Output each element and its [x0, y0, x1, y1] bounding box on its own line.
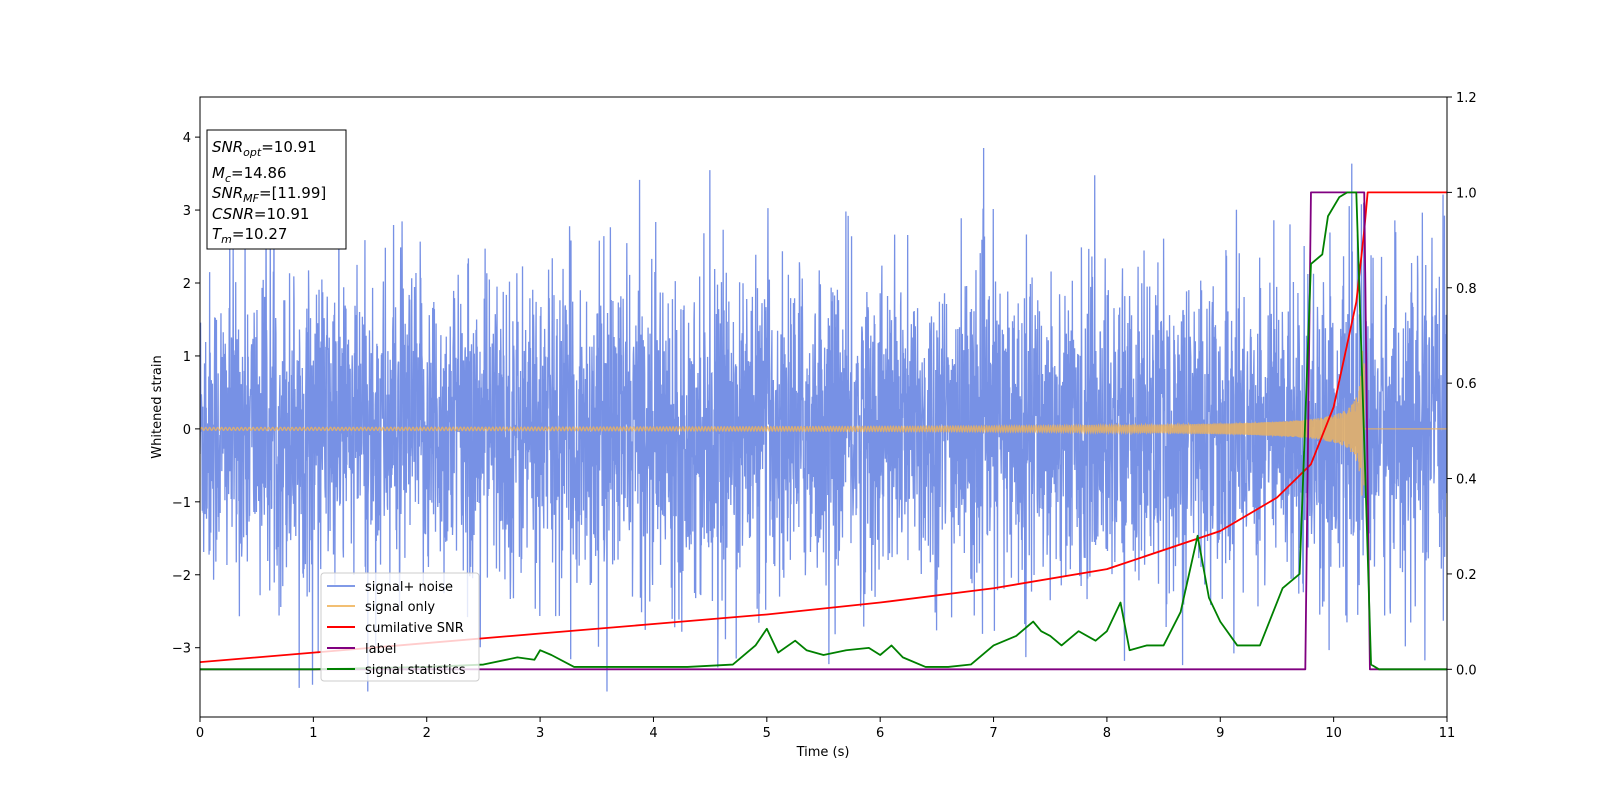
y-left-tick-label: −3 [172, 642, 191, 657]
legend-item-label: label [327, 642, 396, 657]
x-tick-label: 9 [1216, 726, 1224, 741]
x-axis: 0 1 2 3 4 5 6 7 8 9 10 11 [196, 717, 1455, 741]
y-right-tick-label: 0.2 [1456, 568, 1477, 583]
y-axis-label: Whitened strain [150, 355, 165, 458]
info-line: Mc=14.86 [212, 164, 287, 185]
y-right-tick-label: 0.0 [1456, 663, 1477, 678]
legend: signal+ noise signal only cumilative SNR la… [320, 572, 480, 682]
y-left-tick-label: 3 [183, 204, 191, 219]
y-left-tick-label: 1 [183, 350, 191, 365]
legend-label: label [365, 642, 396, 657]
x-tick-label: 7 [989, 726, 997, 741]
y-axis-left: −3 −2 −1 0 1 2 3 4 [172, 131, 200, 657]
y-left-tick-label: 4 [183, 131, 191, 146]
x-tick-label: 3 [536, 726, 544, 741]
x-tick-label: 1 [309, 726, 317, 741]
x-tick-label: 2 [423, 726, 431, 741]
x-tick-label: 11 [1439, 726, 1456, 741]
y-left-tick-label: 0 [183, 423, 191, 438]
info-line: SNRopt=10.91 [212, 138, 317, 159]
y-left-tick-label: 2 [183, 277, 191, 292]
y-left-tick-label: −1 [172, 496, 191, 511]
x-tick-label: 5 [763, 726, 771, 741]
legend-label: signal+ noise [365, 580, 453, 595]
x-tick-label: 4 [649, 726, 657, 741]
series-signal-only-line [200, 350, 1447, 496]
legend-item-signal-noise: signal+ noise [327, 580, 453, 595]
series-signal-noise-line [200, 148, 1447, 692]
plot-area [200, 148, 1447, 692]
x-tick-label: 10 [1325, 726, 1342, 741]
info-line: CSNR=10.91 [212, 205, 309, 223]
legend-item-cumulative-snr: cumilative SNR [327, 621, 464, 636]
legend-label: signal only [365, 600, 435, 615]
x-tick-label: 0 [196, 726, 204, 741]
series-signal-statistics-line [200, 191, 1447, 671]
legend-frame [320, 572, 480, 682]
legend-item-signal-statistics: signal statistics [327, 663, 466, 678]
x-tick-label: 8 [1103, 726, 1111, 741]
y-right-tick-label: 1.2 [1456, 91, 1477, 106]
legend-label: cumilative SNR [365, 621, 464, 636]
y-right-tick-label: 0.4 [1456, 473, 1477, 488]
x-axis-label: Time (s) [796, 745, 850, 760]
info-line: Tm=10.27 [212, 225, 287, 246]
y-right-tick-label: 0.8 [1456, 282, 1477, 297]
info-box-frame [206, 129, 347, 250]
plot-frame [199, 96, 1448, 718]
y-axis-right: 0.0 0.2 0.4 0.6 0.8 1.0 1.2 [1447, 91, 1477, 678]
info-line: SNRMF=[11.99] [212, 184, 326, 205]
y-right-tick-label: 0.6 [1456, 377, 1477, 392]
y-left-tick-label: −2 [172, 569, 191, 584]
y-right-tick-label: 1.0 [1456, 186, 1477, 201]
x-tick-label: 6 [876, 726, 884, 741]
info-annotation-box: SNRopt=10.91 Mc=14.86SNRMF=[11.99]CSNR=10… [206, 129, 347, 250]
legend-item-signal-only: signal only [327, 600, 435, 615]
legend-label: signal statistics [365, 663, 466, 678]
